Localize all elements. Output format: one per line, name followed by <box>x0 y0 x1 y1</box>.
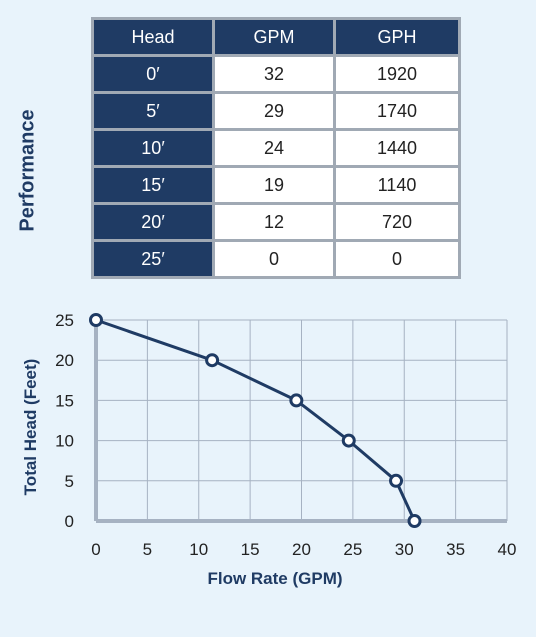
gph-cell: 1920 <box>333 54 461 94</box>
y-tick-label: 20 <box>55 351 74 370</box>
gph-cell: 0 <box>333 239 461 279</box>
head-cell: 5′ <box>91 91 215 131</box>
chart-axes <box>94 320 507 523</box>
table-row: 15′ 19 1140 <box>91 165 461 205</box>
header-head: Head <box>91 17 215 57</box>
table-row: 10′ 24 1440 <box>91 128 461 168</box>
series-line <box>95 318 416 522</box>
x-tick-label: 40 <box>498 540 517 559</box>
table-row: 20′ 12 720 <box>91 202 461 242</box>
gpm-cell: 24 <box>212 128 336 168</box>
x-tick-label: 10 <box>189 540 208 559</box>
gph-cell: 1440 <box>333 128 461 168</box>
chart-ticks: 0 5 10 15 20 25 30 35 40 0 5 10 15 20 25 <box>55 311 516 559</box>
y-tick-label: 10 <box>55 432 74 451</box>
x-tick-label: 15 <box>241 540 260 559</box>
head-cell: 10′ <box>91 128 215 168</box>
y-tick-label: 25 <box>55 311 74 330</box>
header-gpm: GPM <box>212 17 336 57</box>
gph-cell: 1140 <box>333 165 461 205</box>
head-cell: 15′ <box>91 165 215 205</box>
gph-cell: 720 <box>333 202 461 242</box>
table-row: 25′ 0 0 <box>91 239 461 279</box>
y-tick-label: 0 <box>65 512 74 531</box>
head-cell: 0′ <box>91 54 215 94</box>
gpm-cell: 32 <box>212 54 336 94</box>
y-axis-label: Total Head (Feet) <box>21 359 40 496</box>
x-tick-label: 25 <box>343 540 362 559</box>
x-tick-label: 30 <box>395 540 414 559</box>
gpm-cell: 12 <box>212 202 336 242</box>
y-tick-label: 15 <box>55 391 74 410</box>
x-tick-label: 5 <box>143 540 152 559</box>
x-tick-label: 0 <box>91 540 100 559</box>
chart-series <box>89 313 422 528</box>
head-cell: 20′ <box>91 202 215 242</box>
x-tick-label: 20 <box>292 540 311 559</box>
gpm-cell: 29 <box>212 91 336 131</box>
gph-cell: 1740 <box>333 91 461 131</box>
performance-table: Head GPM GPH 0′ 32 1920 5′ 29 1740 10′ 2… <box>91 17 461 279</box>
data-point <box>205 353 220 368</box>
gpm-cell: 19 <box>212 165 336 205</box>
chart-grid <box>95 319 508 522</box>
y-tick-label: 5 <box>65 472 74 491</box>
table-header-row: Head GPM GPH <box>91 17 461 57</box>
data-point <box>389 473 404 488</box>
x-tick-label: 35 <box>446 540 465 559</box>
gpm-cell: 0 <box>212 239 336 279</box>
table-row: 5′ 29 1740 <box>91 91 461 131</box>
data-point <box>407 514 422 528</box>
data-point <box>289 393 304 408</box>
table-row: 0′ 32 1920 <box>91 54 461 94</box>
x-axis-label: Flow Rate (GPM) <box>207 569 342 588</box>
head-cell: 25′ <box>91 239 215 279</box>
header-gph: GPH <box>333 17 461 57</box>
data-point <box>341 433 356 448</box>
data-point <box>89 313 103 327</box>
